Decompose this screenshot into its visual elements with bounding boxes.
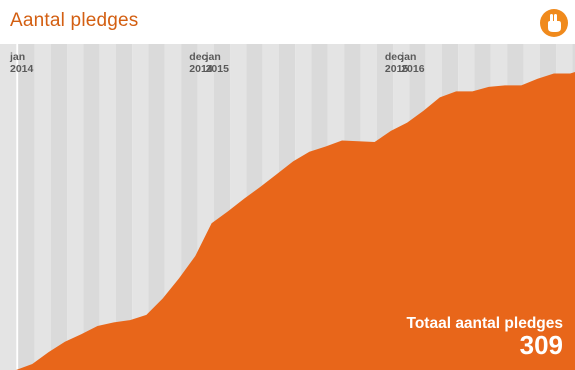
x-axis-tick-labels: jan2014dec2014jan2015dec2015jan2016dec20… xyxy=(9,51,425,75)
grid-band xyxy=(99,44,116,370)
total-pledges-label: Totaal aantal pledges xyxy=(406,315,563,332)
chart-title: Aantal pledges xyxy=(10,10,139,31)
grid-band xyxy=(18,44,35,370)
grid-band xyxy=(0,44,17,370)
total-pledges-value: 309 xyxy=(519,330,563,360)
grid-band xyxy=(34,44,51,370)
x-tick-label: jan 2015 xyxy=(205,51,230,75)
x-tick-label: dec 2014 xyxy=(189,51,213,75)
hand-pledge-icon xyxy=(540,9,568,37)
grid-band xyxy=(67,44,84,370)
x-tick-label: dec 2015 xyxy=(385,51,409,75)
grid-band xyxy=(83,44,100,370)
grid-band xyxy=(115,44,133,370)
pledges-area-chart: jan2014dec2014jan2015dec2015jan2016dec20… xyxy=(0,44,575,370)
x-tick-label: jan 2016 xyxy=(400,51,425,75)
grid-band xyxy=(148,44,165,370)
grid-band xyxy=(50,44,68,370)
pledges-area xyxy=(0,66,575,370)
x-tick-label: jan 2014 xyxy=(9,51,34,75)
grid-band xyxy=(132,44,149,370)
